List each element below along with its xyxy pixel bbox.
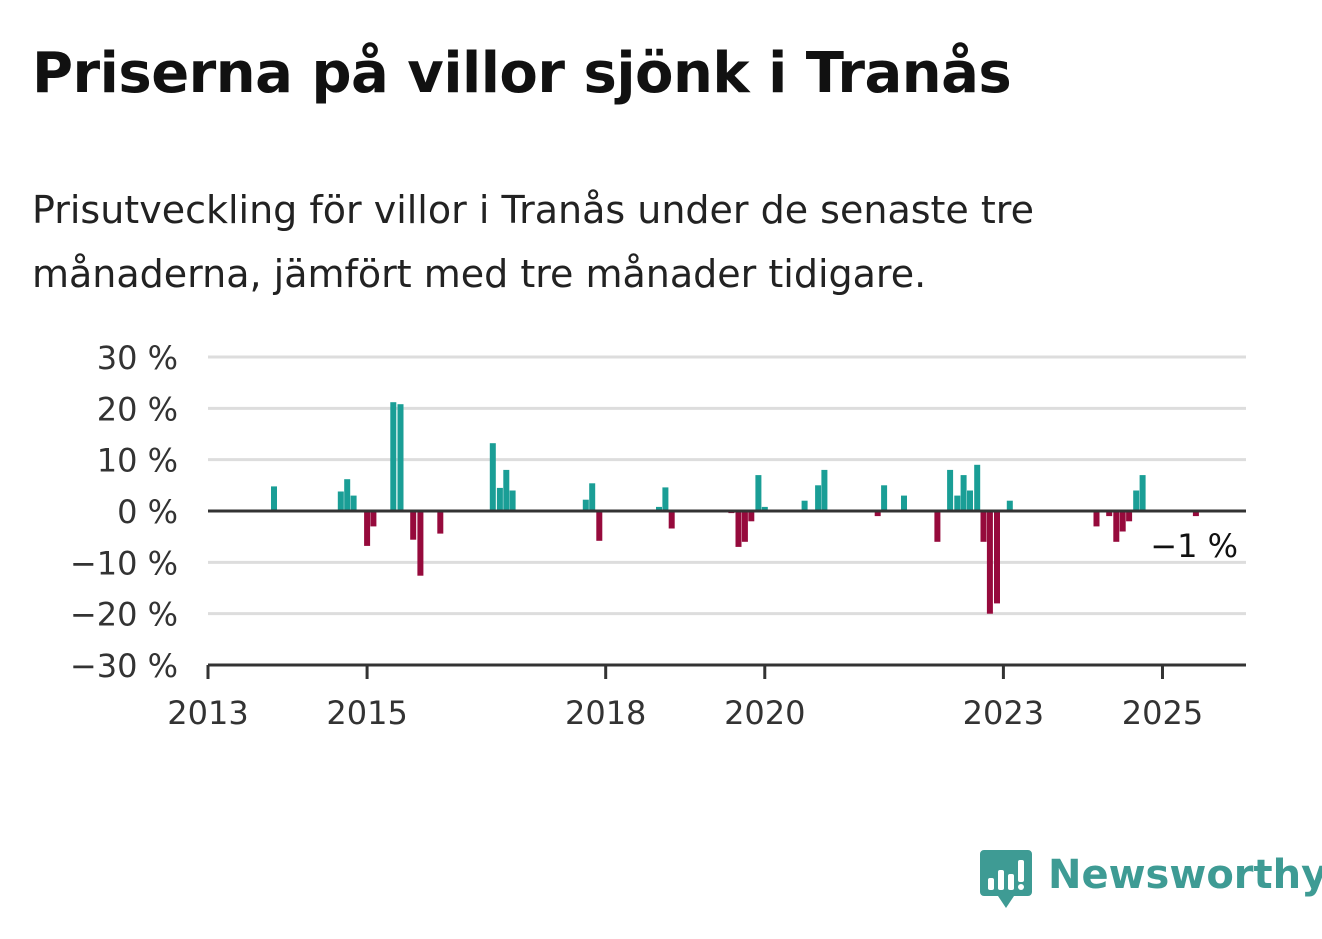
bar (741, 511, 748, 542)
bar (960, 475, 967, 511)
x-tick-label: 2018 (565, 694, 646, 732)
bar (582, 499, 589, 511)
bar (1126, 511, 1133, 522)
bar (337, 491, 344, 511)
axes (206, 509, 1246, 679)
bar (801, 500, 808, 511)
bar (881, 485, 888, 511)
bar (271, 486, 277, 511)
bar (417, 511, 424, 576)
bar (974, 464, 981, 511)
bar (874, 511, 881, 517)
bar (390, 402, 397, 511)
page-title: Priserna på villor sjönk i Tranås (32, 41, 1012, 106)
bar (735, 511, 742, 547)
bar (364, 511, 371, 546)
bar (1119, 511, 1126, 532)
bar (496, 487, 503, 511)
x-tick-label: 2013 (167, 694, 248, 732)
bars (271, 402, 1199, 614)
bar (1106, 511, 1113, 517)
bar (761, 506, 768, 511)
bar (954, 495, 961, 511)
bar (344, 479, 351, 511)
bar (1093, 511, 1100, 527)
x-tick-label: 2020 (724, 694, 805, 732)
latest-value-label: −1 % (1150, 527, 1238, 565)
y-tick-label: −30 % (70, 647, 178, 685)
bar (1139, 475, 1146, 511)
bar (755, 475, 762, 511)
bar (1006, 500, 1013, 511)
bar (350, 495, 357, 511)
bar (509, 490, 516, 511)
bar (934, 511, 941, 542)
bar (748, 511, 755, 522)
newsworthy-logo: Newsworthy (980, 850, 1322, 912)
x-tick-label: 2015 (326, 694, 407, 732)
bar (662, 487, 669, 511)
bar (980, 511, 987, 542)
bar (410, 511, 417, 540)
bar (821, 469, 828, 511)
bar (947, 469, 954, 511)
bar (668, 511, 675, 529)
bar (815, 485, 822, 511)
gridlines (208, 355, 1246, 616)
y-tick-label: 20 % (97, 390, 178, 428)
bar (370, 511, 377, 527)
bar (656, 506, 662, 511)
bar (1133, 490, 1140, 511)
bar (437, 511, 444, 534)
y-tick-label: 10 % (97, 442, 178, 480)
brand-name: Newsworthy (1048, 852, 1322, 898)
bar (967, 490, 973, 511)
y-tick-label: −10 % (70, 544, 178, 582)
y-tick-label: −20 % (70, 596, 178, 634)
bar (1113, 511, 1120, 542)
bar (1192, 511, 1199, 517)
bar (994, 511, 1000, 604)
y-tick-label: 30 % (97, 339, 178, 377)
x-tick-label: 2025 (1122, 694, 1203, 732)
bar (489, 443, 496, 511)
y-tick-label: 0 % (117, 493, 178, 531)
bar (589, 483, 596, 511)
x-tick-label: 2023 (963, 694, 1044, 732)
bar (397, 404, 404, 511)
x-axis-labels: 2013 2015 2018 2020 2023 2025 (167, 694, 1203, 732)
newsworthy-bar-chart-icon (980, 850, 1032, 908)
bar (503, 469, 510, 511)
bar (901, 495, 907, 511)
y-axis-labels: 30 % 20 % 10 % 0 % −10 % −20 % −30 % (70, 339, 178, 685)
bar (596, 511, 603, 541)
bar (986, 511, 993, 614)
chart-subtitle: Prisutveckling för villor i Tranås under… (32, 188, 1034, 296)
